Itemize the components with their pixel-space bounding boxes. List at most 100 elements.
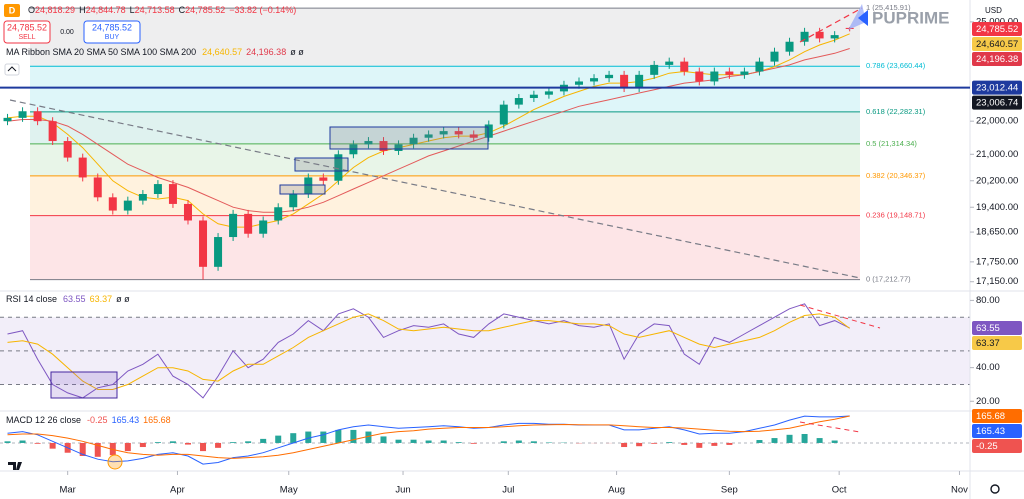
currency: USD bbox=[985, 6, 1002, 15]
sell-price: 24,785.52 bbox=[7, 22, 47, 32]
histogram-bar bbox=[651, 442, 658, 444]
tv-logo bbox=[8, 462, 22, 470]
candle-body bbox=[259, 220, 268, 234]
price-tag-label: 63.37 bbox=[976, 338, 1000, 349]
ohlc-part: −33.82 (−0.14%) bbox=[229, 5, 296, 15]
indicator-value: -0.25 bbox=[87, 415, 108, 425]
candle-body bbox=[650, 64, 659, 75]
candle-body bbox=[289, 194, 298, 208]
candle-body bbox=[695, 71, 704, 82]
histogram-bar bbox=[621, 442, 628, 448]
histogram-bar bbox=[260, 438, 267, 443]
collapse-button[interactable] bbox=[4, 63, 20, 76]
ohlc-part: 24,818.29 bbox=[35, 5, 75, 15]
histogram-bar bbox=[245, 441, 252, 443]
histogram-bar bbox=[771, 438, 778, 443]
histogram-bar bbox=[636, 442, 643, 447]
histogram-bar bbox=[94, 442, 101, 457]
histogram-bar bbox=[79, 442, 86, 456]
price-tag bbox=[972, 438, 1022, 453]
logo: PUPRIME bbox=[872, 8, 949, 27]
fib-label: 0.618 (22,282.31) bbox=[866, 107, 926, 116]
fib-zone bbox=[30, 175, 860, 216]
price-tag bbox=[972, 21, 1022, 36]
price-tag bbox=[972, 80, 1022, 95]
price-tag-label: 24,640.57 bbox=[976, 39, 1018, 50]
histogram-bar bbox=[139, 442, 146, 448]
candle-body bbox=[364, 141, 373, 145]
histogram-bar bbox=[154, 442, 161, 443]
candle-body bbox=[63, 141, 72, 158]
histogram-bar bbox=[726, 442, 733, 445]
histogram-bar bbox=[696, 442, 703, 448]
indicator-label: MA Ribbon SMA 20 SMA 50 SMA 100 SMA 200 2… bbox=[6, 47, 304, 57]
histogram-bar bbox=[831, 440, 838, 443]
candle-body bbox=[439, 131, 448, 135]
y-tick-label: 40.00 bbox=[976, 362, 1000, 373]
buy-button[interactable] bbox=[83, 20, 141, 44]
candle-body bbox=[33, 111, 42, 122]
candle-body bbox=[680, 61, 689, 72]
histogram-bar bbox=[49, 442, 56, 449]
candle-body bbox=[379, 141, 388, 151]
sell-button[interactable] bbox=[3, 20, 51, 44]
price-tag-label: 24,785.52 bbox=[976, 24, 1018, 35]
histogram-bar bbox=[786, 434, 793, 443]
arrow-drawing bbox=[848, 4, 866, 30]
candle-body bbox=[454, 131, 463, 135]
histogram-bar bbox=[275, 435, 282, 443]
candle-body bbox=[3, 117, 12, 122]
indicator-value: 24,640.57 bbox=[202, 47, 242, 57]
price-tag-label: -0.25 bbox=[976, 441, 998, 452]
y-tick-label: 20,200.00 bbox=[976, 175, 1018, 186]
candle-body bbox=[214, 237, 223, 267]
collapse-icon bbox=[7, 66, 17, 72]
buy-label: BUY bbox=[105, 34, 120, 41]
candle-body bbox=[815, 31, 824, 39]
x-tick-label: Sep bbox=[721, 485, 738, 496]
box-drawing bbox=[50, 371, 118, 399]
candle-body bbox=[755, 61, 764, 72]
ohlc-part: H bbox=[79, 5, 86, 15]
candle-body bbox=[123, 200, 132, 211]
ohlc-part: C bbox=[179, 5, 186, 15]
y-tick-label: 20.00 bbox=[976, 396, 1000, 407]
fib-label: 0 (17,212.77) bbox=[866, 275, 911, 284]
histogram-bar bbox=[756, 440, 763, 443]
y-tick-label: 22,000.00 bbox=[976, 116, 1018, 127]
spread: 0.00 bbox=[60, 29, 74, 36]
histogram-bar bbox=[230, 442, 237, 443]
indicator-extra: ø ø bbox=[116, 294, 130, 304]
indicator-extra: ø ø bbox=[290, 47, 304, 57]
candle-body bbox=[665, 61, 674, 65]
candle-body bbox=[800, 31, 809, 42]
candle-body bbox=[409, 137, 418, 145]
price-tag bbox=[972, 95, 1022, 110]
sell-label: SELL bbox=[18, 34, 35, 41]
symbol-icon[interactable] bbox=[4, 4, 20, 17]
trend-line bbox=[799, 7, 863, 43]
price-tag-label: 63.55 bbox=[976, 323, 1000, 334]
ohlc-part: O bbox=[28, 5, 35, 15]
settings-icon[interactable] bbox=[990, 484, 1000, 494]
candle-body bbox=[424, 134, 433, 138]
histogram-bar bbox=[816, 438, 823, 443]
histogram-bar bbox=[200, 442, 207, 452]
histogram-bar bbox=[455, 442, 462, 443]
histogram-bar bbox=[4, 441, 11, 443]
candle-body bbox=[108, 197, 117, 211]
histogram-bar bbox=[184, 442, 191, 445]
price-tag bbox=[972, 423, 1022, 438]
candle-body bbox=[229, 213, 238, 238]
candle-body bbox=[394, 144, 403, 151]
histogram-bar bbox=[500, 441, 507, 443]
candle-body bbox=[18, 111, 27, 118]
price-tag-label: 165.43 bbox=[976, 426, 1005, 437]
histogram-bar bbox=[681, 442, 688, 445]
candle-body bbox=[199, 220, 208, 267]
histogram-bar bbox=[515, 440, 522, 443]
candle-body bbox=[138, 194, 147, 201]
ohlc-part: 24,844.78 bbox=[86, 5, 126, 15]
candle-body bbox=[183, 203, 192, 221]
histogram-bar bbox=[530, 441, 537, 443]
